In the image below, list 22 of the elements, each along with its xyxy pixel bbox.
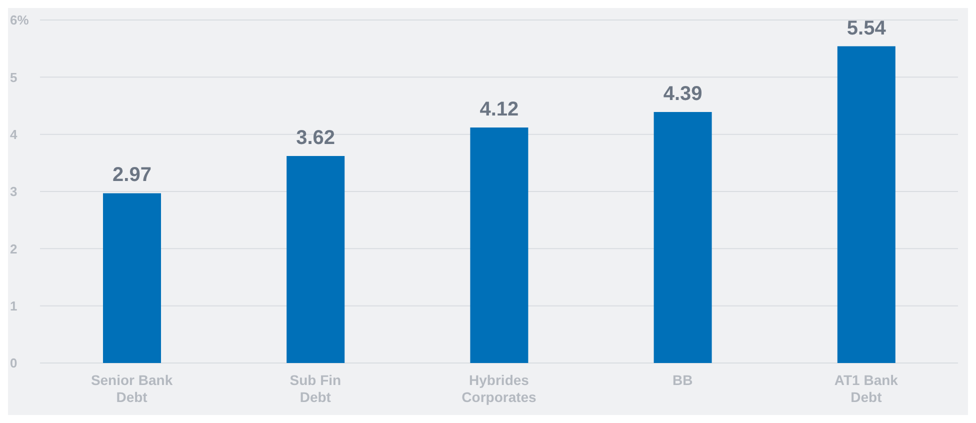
bar [286, 156, 345, 363]
x-tick-label: AT1 Bank Debt [834, 372, 898, 405]
y-tick-label: 5 [10, 70, 18, 85]
data-label: 3.62 [296, 127, 336, 150]
x-tick-label: Senior Bank Debt [90, 372, 173, 405]
bar [837, 46, 896, 363]
data-label: 2.97 [112, 164, 152, 186]
bar [103, 193, 161, 363]
y-tick-label: 4 [10, 126, 18, 142]
data-label: 4.39 [663, 83, 702, 106]
y-tick-label: 0 [10, 356, 18, 371]
y-tick-label: 2 [10, 241, 18, 256]
data-label: 5.54 [846, 17, 887, 40]
y-tick-label: 6% [10, 12, 30, 28]
x-tick-label: Sub Fin Debt [290, 372, 342, 405]
data-label: 4.12 [480, 98, 519, 120]
bar [470, 127, 528, 363]
x-tick-label: BB [672, 372, 693, 388]
bar [654, 112, 712, 363]
x-tick-label: Hybrides Corporates [462, 372, 537, 405]
y-tick-label: 3 [10, 184, 18, 200]
y-tick-label: 1 [10, 298, 18, 314]
